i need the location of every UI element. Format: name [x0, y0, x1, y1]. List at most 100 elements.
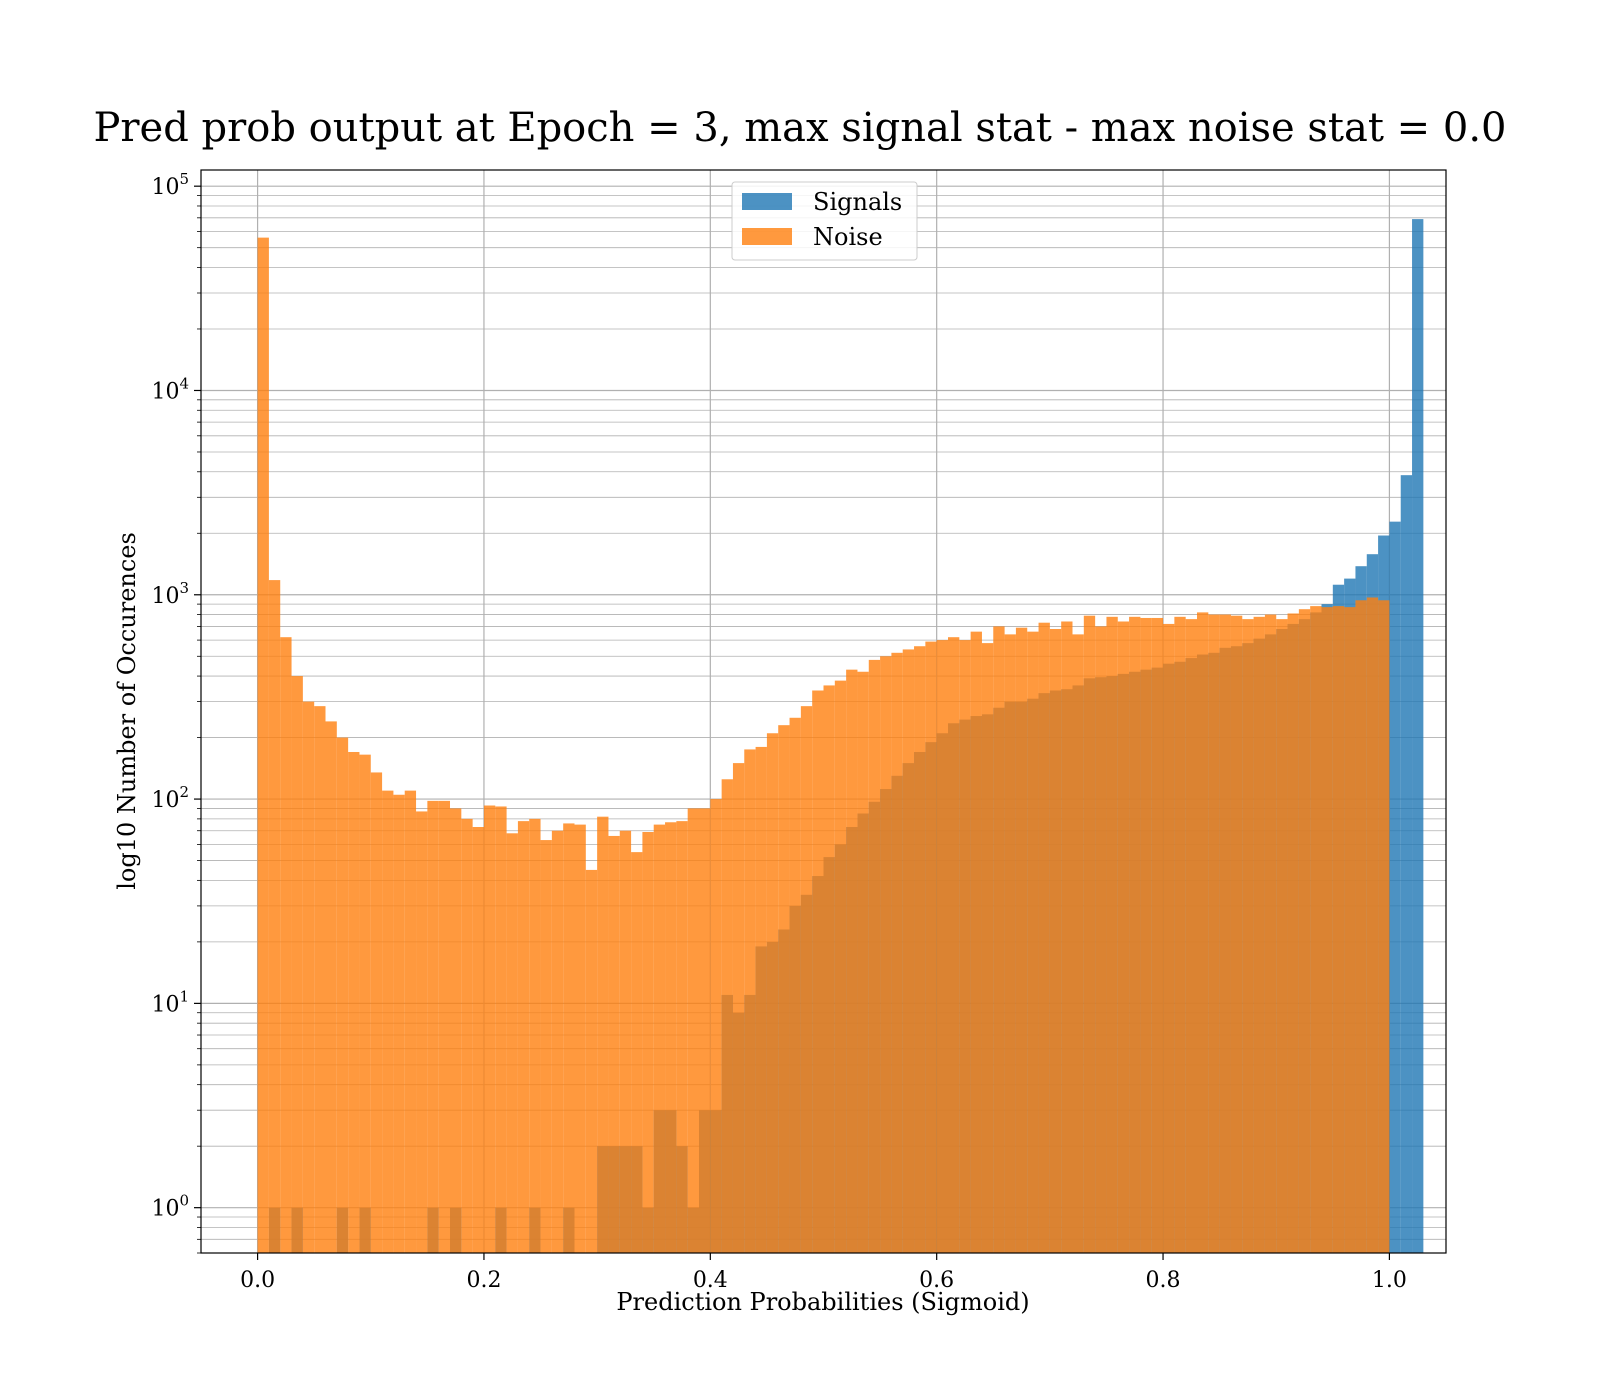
noise-bar: [336, 737, 349, 1253]
noise-bar: [846, 669, 858, 1253]
noise-bar: [517, 821, 530, 1253]
noise-bar: [834, 680, 847, 1253]
noise-bar: [766, 733, 779, 1253]
x-tick-label: 0.8: [1146, 1268, 1181, 1293]
noise-bar: [1264, 614, 1277, 1253]
noise-bar: [370, 772, 383, 1253]
noise-bar: [1276, 619, 1288, 1253]
noise-bar: [268, 580, 281, 1253]
noise-bar: [1219, 614, 1231, 1253]
noise-bar: [1287, 613, 1299, 1253]
noise-bar: [438, 800, 450, 1253]
noise-bar: [880, 656, 892, 1253]
chart-title: Pred prob output at Epoch = 3, max signa…: [94, 105, 1507, 151]
noise-bar: [710, 799, 722, 1253]
noise-bar: [981, 643, 994, 1253]
y-tick-label: 100: [151, 1192, 189, 1222]
noise-bar: [325, 721, 337, 1253]
noise-series: [257, 237, 1390, 1253]
noise-bar: [461, 818, 473, 1253]
legend: Signals Noise: [731, 181, 918, 261]
signals-bar: [1400, 475, 1413, 1253]
noise-bar: [302, 701, 315, 1253]
noise-bar: [359, 754, 371, 1253]
noise-bar: [1355, 600, 1367, 1253]
noise-bar: [936, 640, 948, 1253]
noise-bar: [506, 833, 518, 1253]
noise-bar: [676, 821, 688, 1253]
noise-bar: [1321, 607, 1333, 1253]
x-tick-label: 0.2: [466, 1268, 501, 1293]
noise-bar: [687, 808, 699, 1253]
y-tick-label: 104: [151, 374, 189, 404]
noise-bar: [393, 794, 405, 1253]
noise-bar: [1344, 607, 1356, 1253]
noise-bar: [563, 823, 575, 1253]
x-axis-ticks: 0.0 0.2 0.4 0.6 0.8 1.0: [240, 1253, 1407, 1293]
noise-bar: [653, 824, 666, 1253]
noise-bar: [699, 808, 711, 1253]
noise-bar: [1230, 615, 1243, 1253]
noise-bar: [914, 646, 926, 1253]
noise-bar: [314, 706, 326, 1253]
noise-bar: [631, 852, 643, 1253]
noise-bar: [1163, 623, 1175, 1253]
y-tick-label: 105: [151, 170, 189, 200]
noise-bar: [608, 835, 620, 1253]
legend-label-signals: Signals: [813, 188, 902, 216]
noise-bar: [902, 649, 915, 1253]
noise-bar: [1095, 626, 1107, 1253]
noise-bar: [1197, 612, 1209, 1253]
noise-bar: [416, 811, 428, 1253]
noise-bar: [472, 826, 484, 1253]
noise-bar: [1004, 634, 1016, 1253]
signals-bar: [1389, 521, 1401, 1253]
noise-bar: [1332, 606, 1345, 1253]
x-tick-label: 0.0: [240, 1268, 275, 1293]
noise-bar: [619, 830, 632, 1253]
noise-bar: [1061, 621, 1073, 1253]
noise-bar: [1378, 600, 1390, 1253]
noise-bar: [778, 725, 790, 1253]
noise-bar: [1366, 597, 1379, 1253]
noise-bar: [868, 659, 881, 1253]
noise-bar: [1129, 616, 1141, 1253]
noise-bar: [1185, 619, 1197, 1253]
legend-label-noise: Noise: [813, 223, 883, 251]
noise-bar: [291, 676, 303, 1253]
noise-bar: [789, 717, 801, 1253]
noise-bar: [993, 626, 1005, 1253]
noise-bar: [1083, 615, 1096, 1253]
y-tick-label: 102: [151, 783, 189, 813]
plot-frame: [200, 169, 1447, 1254]
noise-bar: [1253, 616, 1265, 1253]
x-tick-label: 1.0: [1372, 1268, 1407, 1293]
noise-bar: [1015, 627, 1028, 1253]
noise-bar: [1310, 606, 1322, 1253]
noise-bar: [597, 816, 609, 1253]
legend-swatch-noise: [742, 228, 792, 245]
noise-bar: [857, 671, 869, 1253]
noise-bar: [1298, 609, 1311, 1253]
x-axis-label: Prediction Probabilities (Sigmoid): [616, 1288, 1029, 1316]
noise-bar: [574, 824, 586, 1253]
noise-bar: [1151, 617, 1164, 1253]
noise-bar: [948, 637, 960, 1253]
noise-bar: [483, 805, 496, 1253]
y-axis-ticks: 100 101 102 103 104 105: [151, 170, 201, 1254]
noise-bar: [665, 822, 677, 1253]
noise-bar: [257, 237, 269, 1253]
signals-bar: [1412, 219, 1424, 1253]
noise-bar: [1106, 616, 1118, 1253]
noise-bar: [1208, 614, 1220, 1253]
noise-bar: [1038, 622, 1050, 1253]
noise-bar: [427, 800, 439, 1253]
noise-bar: [1242, 619, 1254, 1253]
noise-bar: [382, 790, 394, 1253]
noise-bar: [925, 641, 937, 1253]
noise-bar: [540, 840, 552, 1253]
y-tick-label: 101: [151, 987, 189, 1017]
noise-bar: [1140, 617, 1152, 1253]
noise-bar: [1072, 634, 1084, 1253]
